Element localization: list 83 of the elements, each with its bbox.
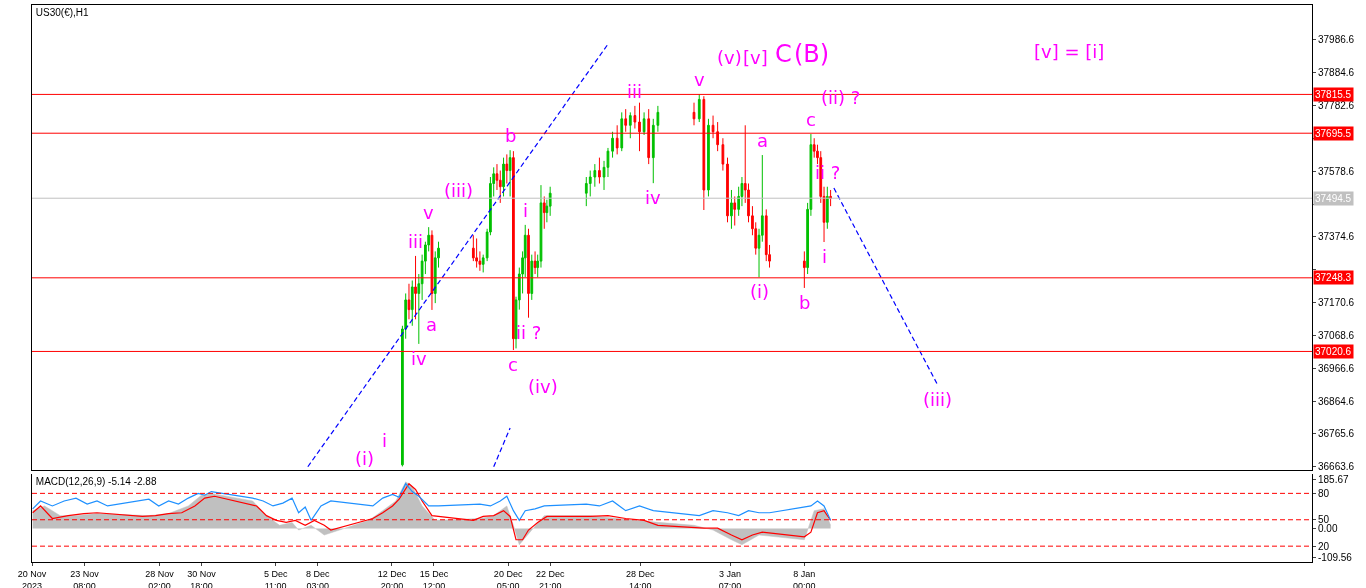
annotation: i — [523, 200, 529, 221]
annotation: (i) — [355, 448, 375, 469]
candlestick — [730, 189, 733, 230]
annotation: i — [382, 430, 388, 451]
candlestick — [829, 189, 832, 207]
candlestick — [692, 102, 696, 126]
candlestick — [825, 186, 829, 230]
y-tick-label: 36966.6 — [1318, 363, 1355, 375]
annotation: (iii) — [444, 180, 474, 201]
candlestick — [542, 195, 546, 230]
y-tick-label: 37068.6 — [1318, 330, 1355, 342]
ref-line-label: 37695.5 — [1315, 128, 1352, 139]
candlestick — [533, 250, 537, 275]
annotation: v — [423, 202, 434, 223]
y2-tick-label: 20 — [1318, 540, 1330, 552]
annotation: iii — [408, 231, 424, 252]
candlestick — [598, 157, 601, 184]
x-tick-label: 28 Nov 02:00 — [145, 568, 175, 588]
candlestick — [726, 157, 729, 223]
x-tick-label: 8 Dec 03:00 — [305, 568, 330, 588]
candlestick — [642, 111, 646, 136]
annotation: [v] = [i] — [1034, 41, 1105, 62]
ref-line-label: 37020.6 — [1315, 346, 1352, 357]
candlestick — [628, 111, 632, 139]
candlestick — [733, 195, 737, 227]
annotation: (iii) — [923, 389, 953, 410]
x-tick-label: 23 Nov 08:00 — [70, 568, 100, 588]
annotation: (v) — [717, 47, 742, 68]
y-tick-label: 37884.6 — [1318, 66, 1355, 78]
x-tick-label: 15 Dec 12:00 — [419, 568, 449, 588]
annotation: c — [508, 354, 518, 375]
y-tick-label: 37374.6 — [1318, 231, 1355, 243]
candlestick — [633, 105, 637, 130]
candlestick — [530, 254, 534, 301]
candlestick — [475, 237, 478, 269]
annotation: iv — [645, 187, 661, 208]
annotation: v — [694, 69, 705, 90]
candlestick — [611, 131, 614, 159]
annotation: (iv) — [528, 376, 558, 397]
annotation: c — [806, 109, 816, 130]
candlestick — [505, 153, 509, 184]
x-tick-label: 8 Jan 00:00 — [793, 568, 816, 588]
x-tick-label: 20 Dec 05:00 — [493, 568, 523, 588]
x-tick-label: 3 Jan 07:00 — [718, 568, 742, 588]
annotation: C — [775, 40, 792, 68]
y-tick-label: 185.67 — [1318, 474, 1350, 486]
y-tick-label: 37782.6 — [1318, 99, 1355, 111]
y-tick-label: 37578.6 — [1318, 165, 1355, 177]
annotation: (B) — [794, 40, 830, 68]
ref-line-label: 37815.5 — [1315, 89, 1352, 100]
annotation: iv — [411, 348, 427, 369]
ref-line-label: 37248.3 — [1315, 272, 1352, 283]
ref-line-label: 37494.5 — [1315, 193, 1352, 204]
y2-tick-label: 80 — [1318, 487, 1330, 499]
candlestick — [707, 118, 710, 197]
x-tick-label: 5 Dec 11:00 — [263, 568, 288, 588]
y-tick-label: 36663.6 — [1318, 461, 1355, 473]
candlestick — [508, 149, 512, 197]
annotation: b — [799, 292, 811, 313]
x-tick-label: 30 Nov 18:00 — [187, 568, 217, 588]
x-tick-label: 28 Dec 14:00 — [625, 568, 655, 588]
y-tick-label: 37170.6 — [1318, 297, 1355, 309]
y-tick-label: -109.56 — [1318, 551, 1353, 563]
candlestick — [697, 93, 701, 123]
candlestick — [620, 111, 624, 152]
y-tick-label: 37986.6 — [1318, 33, 1355, 45]
annotation: ii ? — [516, 322, 542, 343]
x-tick-label: 12 Dec 20:00 — [377, 568, 407, 588]
candlestick — [407, 283, 411, 320]
annotation: a — [426, 314, 438, 335]
chart-title: US30(€),H1 — [35, 6, 90, 18]
y-tick-label: 36864.6 — [1318, 396, 1355, 408]
annotation: a — [757, 130, 769, 151]
annotation: (i) — [750, 281, 770, 302]
candlestick — [502, 157, 505, 197]
candlestick — [721, 137, 725, 172]
candlestick — [410, 280, 414, 327]
annotation: i — [822, 246, 828, 267]
x-tick-label: 22 Dec 21:00 — [535, 568, 565, 588]
y-tick-label: 36765.6 — [1318, 428, 1355, 440]
annotation: [v] — [743, 47, 768, 68]
x-tick-label: 20 Nov 2023 — [17, 568, 47, 588]
chart-title: MACD(12,26,9) -5.14 -2.88 — [35, 475, 157, 487]
